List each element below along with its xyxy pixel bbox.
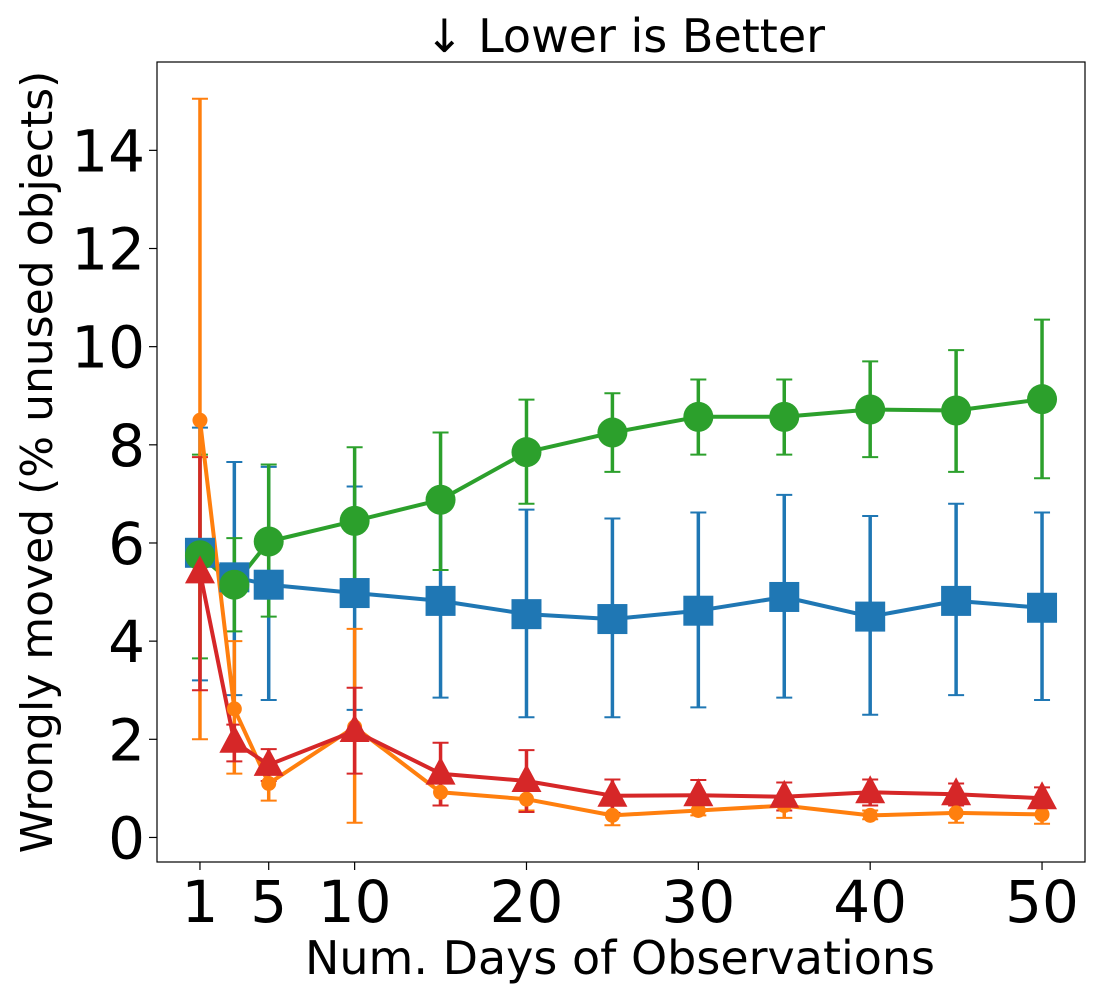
y-tick-label: 4	[108, 608, 145, 676]
data-point-blue	[425, 585, 456, 616]
x-tick-label: 1	[182, 868, 219, 936]
y-tick-label: 12	[71, 216, 145, 284]
data-point-green	[769, 401, 800, 432]
data-point-blue	[1027, 592, 1058, 623]
axis-ticks: 1 5 10 20 30 40 50 0 2 4 6 8 10 12 14	[71, 117, 1079, 936]
data-point-orange	[226, 701, 242, 717]
x-tick-label: 40	[833, 868, 907, 936]
data-point-red	[219, 724, 250, 753]
data-point-red	[683, 778, 714, 807]
data-point-orange	[948, 805, 964, 821]
data-point-orange	[192, 412, 208, 428]
x-tick-label: 20	[490, 868, 564, 936]
data-point-blue	[941, 585, 972, 616]
data-point-red	[1027, 781, 1058, 810]
y-tick-label: 8	[108, 412, 145, 480]
y-tick-label: 0	[108, 804, 145, 872]
data-point-red	[597, 778, 628, 807]
x-axis-label: Num. Days of Observations	[305, 931, 935, 985]
data-point-blue	[597, 604, 628, 635]
data-point-orange	[433, 784, 449, 800]
data-point-green	[219, 569, 250, 600]
data-point-red	[769, 779, 800, 808]
data-point-green	[683, 401, 714, 432]
data-point-blue	[769, 581, 800, 612]
data-point-green	[1027, 384, 1058, 415]
x-tick-label: 30	[661, 868, 735, 936]
x-tick-label: 50	[1005, 868, 1079, 936]
data-point-green	[184, 540, 215, 571]
data-point-orange	[604, 807, 620, 823]
error-bars	[191, 97, 1051, 827]
data-point-red	[855, 775, 886, 804]
data-point-blue	[683, 595, 714, 626]
y-tick-label: 14	[71, 117, 145, 185]
data-point-green	[855, 394, 886, 425]
data-point-red	[339, 713, 370, 742]
data-point-blue	[855, 601, 886, 632]
x-tick-label: 10	[318, 868, 392, 936]
y-tick-label: 10	[71, 314, 145, 382]
data-point-blue	[511, 599, 542, 630]
data-point-red	[511, 764, 542, 793]
data-point-green	[597, 417, 628, 448]
data-point-red	[941, 777, 972, 806]
data-point-orange	[862, 807, 878, 823]
data-point-green	[511, 437, 542, 468]
data-point-green	[941, 395, 972, 426]
chart-title: ↓ Lower is Better	[425, 9, 825, 63]
x-tick-label: 5	[250, 868, 287, 936]
data-point-green	[253, 526, 284, 557]
data-point-orange	[690, 802, 706, 818]
data-point-orange	[261, 775, 277, 791]
data-point-green	[339, 505, 370, 536]
data-point-orange	[1034, 806, 1050, 822]
y-axis-label: Wrongly moved (% unused objects)	[12, 71, 63, 854]
plot-frame	[156, 61, 1086, 863]
data-point-red	[425, 756, 456, 785]
data-point-blue	[339, 578, 370, 609]
y-tick-label: 2	[108, 706, 145, 774]
data-point-red	[184, 555, 215, 584]
data-markers	[184, 384, 1058, 823]
y-tick-label: 6	[108, 510, 145, 578]
data-point-blue	[253, 569, 284, 600]
data-point-green	[425, 484, 456, 515]
data-point-orange	[518, 791, 534, 807]
data-point-red	[253, 747, 284, 776]
